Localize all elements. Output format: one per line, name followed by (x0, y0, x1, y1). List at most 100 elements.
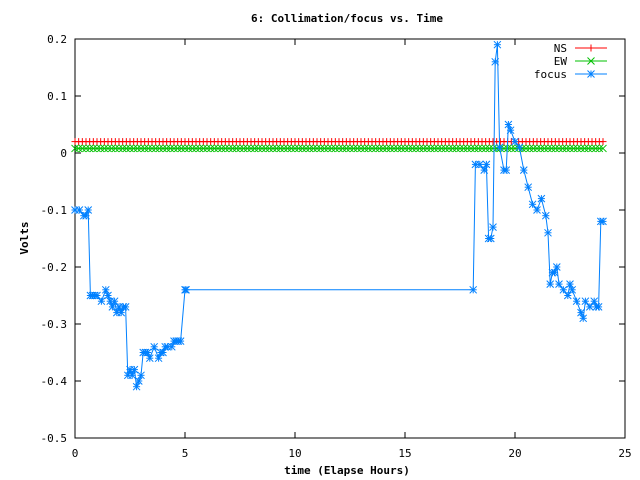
series-ns (71, 138, 607, 146)
legend-item-ew (575, 57, 607, 65)
data-point (519, 166, 528, 174)
data-point (84, 206, 93, 214)
x-tick-label: 10 (288, 447, 301, 460)
data-point (85, 144, 94, 153)
data-point (572, 297, 581, 306)
y-tick-label: -0.5 (41, 432, 68, 445)
data-point (529, 144, 538, 153)
data-point (155, 144, 164, 153)
data-point (525, 144, 534, 153)
data-point (107, 144, 116, 153)
data-point (269, 144, 277, 153)
data-point (324, 144, 332, 153)
data-point (357, 144, 365, 153)
data-point (228, 144, 237, 153)
data-point (393, 144, 402, 153)
data-point (591, 144, 600, 153)
data-point (551, 144, 560, 153)
data-point (500, 144, 508, 153)
data-point (232, 144, 241, 153)
y-tick-label: 0 (60, 147, 67, 160)
data-point (558, 144, 567, 153)
data-point (491, 57, 500, 66)
data-point (379, 144, 387, 153)
data-point (195, 144, 204, 153)
data-point (528, 200, 537, 209)
data-point (170, 144, 178, 153)
data-point (382, 144, 391, 153)
y-tick-label: -0.4 (41, 375, 68, 388)
data-point (349, 144, 358, 153)
y-axis-label: Volts (18, 221, 31, 254)
data-point (577, 308, 585, 317)
data-point (599, 138, 607, 146)
data-point (89, 144, 98, 153)
data-point (331, 144, 340, 153)
data-point (243, 144, 252, 153)
data-point (368, 144, 376, 153)
data-point (448, 144, 457, 153)
data-point (559, 285, 568, 294)
data-point (210, 144, 219, 153)
data-point (581, 297, 590, 306)
data-point (305, 144, 314, 153)
data-point (346, 144, 354, 153)
data-point (364, 144, 373, 153)
data-point (327, 144, 336, 153)
data-point (121, 303, 130, 311)
data-point (287, 144, 296, 153)
data-point (254, 144, 263, 153)
data-point (294, 144, 303, 153)
data-point (214, 144, 222, 153)
data-point (115, 144, 123, 153)
data-point (133, 144, 142, 153)
data-point (93, 144, 101, 153)
data-point (552, 263, 561, 271)
data-point (97, 297, 106, 306)
data-point (547, 144, 556, 153)
data-point (272, 144, 281, 153)
data-point (463, 144, 472, 153)
data-point (261, 144, 270, 153)
data-point (280, 144, 288, 153)
data-point (408, 144, 417, 153)
data-point (536, 144, 545, 153)
x-tick-label: 20 (508, 447, 521, 460)
legend-label: EW (554, 55, 568, 68)
data-point (78, 144, 87, 153)
data-point (184, 144, 193, 153)
data-point (291, 144, 299, 153)
data-point (522, 144, 530, 153)
data-point (236, 144, 244, 153)
data-point (137, 144, 145, 153)
data-point (150, 342, 159, 351)
data-point (250, 144, 259, 153)
data-point (265, 144, 274, 153)
data-point (217, 144, 226, 153)
data-point (401, 144, 409, 153)
data-point (568, 285, 577, 294)
data-point (181, 144, 189, 153)
data-point (430, 144, 439, 153)
data-point (177, 144, 186, 153)
data-point (145, 354, 154, 363)
data-point (445, 144, 453, 153)
data-point (577, 144, 585, 153)
data-point (74, 144, 83, 153)
data-point (584, 144, 593, 153)
data-point (96, 144, 105, 153)
series-layer (71, 40, 607, 391)
data-point (375, 144, 384, 153)
data-point (148, 144, 156, 153)
x-tick-label: 25 (618, 447, 631, 460)
data-point (192, 144, 200, 153)
data-point (412, 144, 420, 153)
plot-frame (74, 38, 626, 439)
data-point (595, 144, 604, 153)
data-point (93, 291, 101, 300)
x-tick-label: 5 (182, 447, 189, 460)
data-point (563, 291, 572, 300)
data-point (470, 144, 479, 153)
data-point (144, 144, 153, 153)
data-point (206, 144, 215, 153)
